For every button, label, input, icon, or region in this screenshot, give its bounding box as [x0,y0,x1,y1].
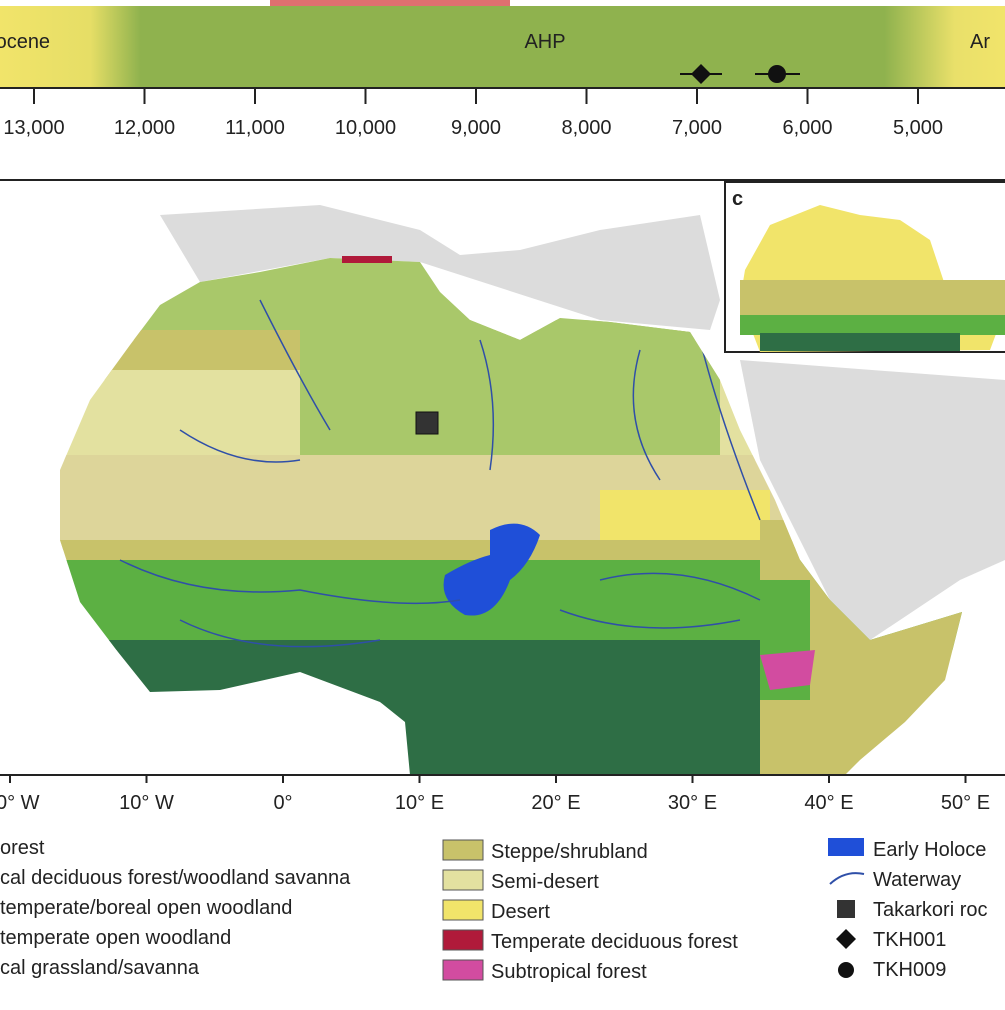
timeline-top-mark [270,0,510,6]
timeline-tick-label: 8,000 [561,117,611,139]
legend-label: Waterway [873,869,961,891]
lon-label: 20° E [531,792,580,814]
lon-label: 0° [273,792,292,814]
inset: c [724,181,1005,353]
legend-label: cal deciduous forest/woodland savanna [0,867,351,889]
legend-label: Temperate deciduous forest [491,931,738,953]
timeline-tick-label: 11,000 [225,117,285,139]
period-label: AHP [524,31,565,53]
legend-label: TKH009 [873,959,946,981]
legend-label: Steppe/shrubland [491,841,648,863]
legend-swatch [442,869,484,891]
legend-swatch [836,929,856,949]
legend-label: Desert [491,901,550,923]
legend-swatch [442,839,484,861]
legend-swatch [838,962,854,978]
timeline-tick-label: 7,000 [672,117,722,139]
timeline-band [0,6,1005,88]
period-label: Ar [970,31,990,53]
legend-swatch [837,900,855,918]
legend-swatch [828,838,864,856]
legend-label: Semi-desert [491,871,599,893]
lon-label: 30° E [668,792,717,814]
timeline-tick-label: 9,000 [451,117,501,139]
legend-label: Subtropical forest [491,961,647,983]
legend-swatch [442,899,484,921]
legend-label: Early Holoce [873,839,986,861]
legend-swatch [829,872,865,885]
legend-label: temperate/boreal open woodland [0,897,292,919]
lon-label: 40° E [804,792,853,814]
timeline-tick-label: 6,000 [782,117,832,139]
legend-label: cal grassland/savanna [0,957,200,979]
legend-label: temperate open woodland [0,927,231,949]
lon-label: 50° E [941,792,990,814]
legend-label: orest [0,837,45,859]
timeline-tick-label: 10,000 [335,117,396,139]
lon-label: 10° E [395,792,444,814]
timeline-tick-label: 5,000 [893,117,943,139]
inset-label: c [732,188,743,210]
period-label: leistocene [0,31,50,53]
map: c [0,180,1005,775]
legend-swatch [442,929,484,951]
lon-label: 0° W [0,792,40,814]
legend-swatch [442,959,484,981]
timeline-tick-label: 13,000 [3,117,64,139]
legend-label: TKH001 [873,929,946,951]
tkh-markers [680,64,800,84]
takarkori-marker [415,411,439,435]
lon-label: 10° W [119,792,174,814]
legend-label: Takarkori roc [873,899,987,921]
timeline-tick-label: 12,000 [114,117,175,139]
